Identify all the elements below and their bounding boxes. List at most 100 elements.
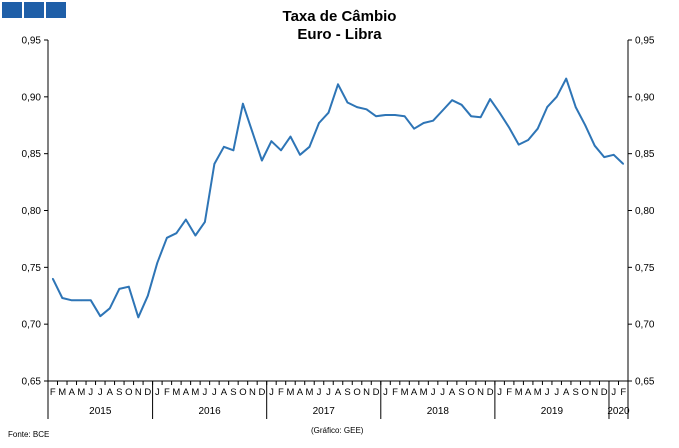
month-label: J <box>269 387 274 398</box>
month-label: J <box>431 387 436 398</box>
month-label: M <box>172 387 180 398</box>
month-label: N <box>135 387 142 398</box>
data-point <box>194 234 197 237</box>
y-tick-label-right: 0,95 <box>635 36 655 47</box>
month-label: F <box>278 387 284 398</box>
month-label: J <box>383 387 388 398</box>
data-point <box>270 140 273 142</box>
data-point <box>185 218 187 221</box>
data-point <box>175 232 178 235</box>
data-point <box>394 114 396 116</box>
data-point <box>166 236 168 239</box>
month-label: M <box>420 387 428 398</box>
year-label: 2020 <box>607 406 630 417</box>
data-point <box>204 221 206 223</box>
year-label: 2017 <box>313 406 336 417</box>
month-label: A <box>107 387 114 398</box>
series-euro-libra <box>51 77 625 319</box>
month-label: D <box>487 387 494 398</box>
month-label: J <box>88 387 93 398</box>
y-tick-label-right: 0,75 <box>635 263 655 274</box>
month-label: M <box>515 387 523 398</box>
data-point <box>318 122 320 124</box>
month-label: D <box>258 387 265 398</box>
month-label: A <box>411 387 418 398</box>
year-label: 2019 <box>541 406 564 417</box>
month-label: F <box>506 387 512 398</box>
series-line <box>51 77 624 319</box>
data-point <box>422 122 425 124</box>
month-label: F <box>620 387 626 398</box>
y-tick-label-right: 0,70 <box>635 320 655 331</box>
data-point <box>109 307 111 310</box>
data-point <box>51 277 54 280</box>
month-label: J <box>440 387 445 398</box>
data-point <box>498 111 501 114</box>
y-tick-label-left: 0,75 <box>22 263 42 274</box>
month-label: J <box>98 387 103 398</box>
data-point <box>223 146 225 148</box>
data-point <box>356 106 358 108</box>
data-point <box>451 99 453 102</box>
month-label: A <box>335 387 342 398</box>
month-label: M <box>286 387 294 398</box>
data-point <box>128 285 130 288</box>
y-tick-label-left: 0,65 <box>22 377 42 388</box>
data-point <box>574 106 577 108</box>
data-point <box>70 299 73 302</box>
month-label: N <box>363 387 370 398</box>
month-label: J <box>497 387 502 398</box>
data-point <box>403 115 406 117</box>
source-note: Fonte: BCE <box>8 430 50 439</box>
year-label: 2018 <box>427 406 450 417</box>
month-label: M <box>191 387 199 398</box>
month-label: J <box>554 387 559 398</box>
month-label: N <box>477 387 484 398</box>
month-label: A <box>297 387 304 398</box>
data-point <box>289 135 292 138</box>
data-point <box>375 115 377 117</box>
data-point <box>527 139 529 141</box>
year-label: 2015 <box>89 406 112 417</box>
data-point <box>346 101 349 104</box>
month-label: A <box>449 387 456 398</box>
data-point <box>384 114 387 116</box>
month-label: N <box>591 387 598 398</box>
logo-square-3 <box>46 2 66 18</box>
logo-square-2 <box>24 2 44 18</box>
month-label: O <box>353 387 360 398</box>
month-label: J <box>317 387 322 398</box>
month-label: S <box>230 387 236 398</box>
month-label: N <box>249 387 256 398</box>
month-label: J <box>155 387 160 398</box>
data-point <box>251 131 254 133</box>
data-point <box>137 316 140 319</box>
month-label: J <box>212 387 217 398</box>
data-point <box>147 294 149 297</box>
y-tick-label-left: 0,85 <box>22 149 42 160</box>
month-label: O <box>125 387 132 398</box>
data-point <box>555 96 558 98</box>
data-point <box>470 115 472 117</box>
data-point <box>261 159 263 162</box>
month-label: F <box>50 387 56 398</box>
data-point <box>622 163 625 165</box>
month-label: A <box>183 387 190 398</box>
data-point <box>299 154 301 156</box>
y-tick-label-left: 0,80 <box>22 206 42 217</box>
data-point <box>565 77 567 80</box>
data-point <box>280 149 282 152</box>
logo-square-1 <box>2 2 22 18</box>
y-tick-label-right: 0,85 <box>635 149 655 160</box>
data-point <box>508 126 510 129</box>
y-tick-label-right: 0,65 <box>635 377 655 388</box>
data-point <box>441 109 444 112</box>
data-point <box>61 297 64 299</box>
month-label: S <box>344 387 350 398</box>
month-label: O <box>239 387 246 398</box>
chart-title-line1: Taxa de Câmbio <box>282 8 397 25</box>
data-point <box>156 261 159 264</box>
data-point <box>118 288 121 290</box>
month-label: M <box>306 387 314 398</box>
